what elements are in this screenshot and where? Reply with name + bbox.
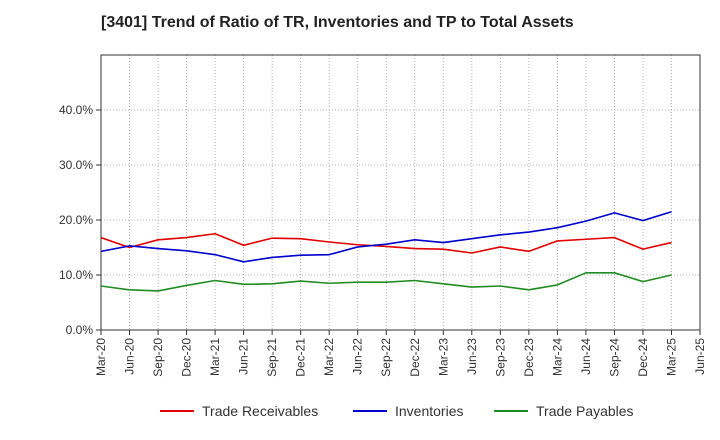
series-line-trade-receivables (100, 232, 672, 254)
legend-swatch-trade-receivables (160, 410, 194, 412)
x-tick-label: Jun-24 (579, 338, 593, 375)
x-tick-label: Mar-25 (664, 338, 678, 376)
legend-swatch-trade-payables (494, 410, 528, 412)
y-tick-label: 0.0% (66, 323, 94, 337)
plot-frame (100, 54, 701, 331)
legend-label-trade-receivables: Trade Receivables (202, 403, 319, 419)
series-line-inventories (100, 210, 672, 263)
y-tick-label: 20.0% (59, 213, 93, 227)
x-tick-label: Mar-21 (208, 338, 222, 376)
x-tick-label: Jun-21 (237, 338, 251, 375)
x-tick-label: Mar-23 (436, 338, 450, 376)
x-tick-label: Sep-24 (607, 338, 621, 377)
x-tick-label: Dec-20 (180, 338, 194, 377)
chart-title: [3401] Trend of Ratio of TR, Inventories… (101, 14, 574, 31)
legend-swatch-inventories (353, 410, 387, 412)
legend-label-inventories: Inventories (395, 403, 464, 419)
x-tick-label: Dec-22 (408, 338, 422, 377)
tick-labels: 0.0% 10.0% 20.0% 30.0% 40.0% Mar-20 Jun-20 Sep-… (59, 103, 707, 377)
x-tick-label: Dec-23 (522, 338, 536, 377)
x-tick-label: Mar-20 (94, 338, 108, 376)
legend-item-trade-payables: Trade Payables (494, 403, 634, 419)
x-tick-label: Sep-21 (265, 338, 279, 377)
y-tick-label: 10.0% (59, 268, 93, 282)
x-tick-label: Dec-21 (294, 338, 308, 377)
x-tick-label: Jun-22 (351, 338, 365, 375)
x-tick-label: Jun-25 (693, 338, 707, 375)
series-lines (100, 210, 672, 292)
legend: Trade Receivables Inventories Trade Paya… (0, 403, 720, 427)
y-tick-label: 40.0% (59, 103, 93, 117)
legend-item-trade-receivables: Trade Receivables (160, 403, 318, 419)
x-tick-label: Jun-23 (465, 338, 479, 375)
x-tick-label: Sep-23 (493, 338, 507, 377)
legend-item-inventories: Inventories (353, 403, 463, 419)
axes (96, 54, 701, 335)
x-tick-label: Mar-24 (550, 338, 564, 376)
x-tick-label: Mar-22 (322, 338, 336, 376)
series-line-trade-payables (100, 271, 672, 292)
x-tick-label: Dec-24 (636, 338, 650, 377)
y-tick-label: 30.0% (59, 158, 93, 172)
legend-label-trade-payables: Trade Payables (536, 403, 634, 419)
x-tick-label: Sep-22 (379, 338, 393, 377)
x-tick-label: Jun-20 (123, 338, 137, 375)
x-tick-label: Sep-20 (151, 338, 165, 377)
grid-lines (100, 55, 701, 330)
